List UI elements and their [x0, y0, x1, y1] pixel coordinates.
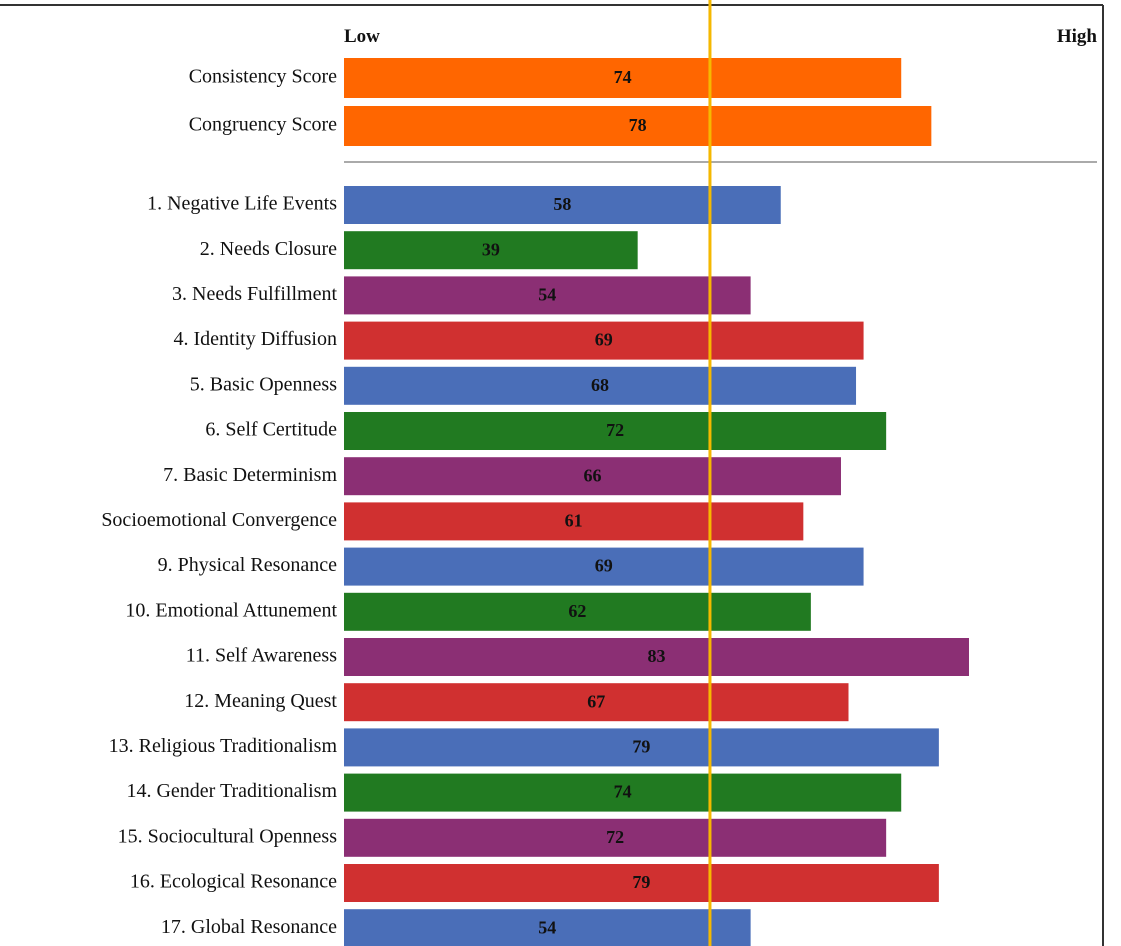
category-label: 1. Negative Life Events [147, 193, 337, 215]
category-label: 15. Sociocultural Openness [118, 825, 338, 847]
bar [344, 276, 751, 315]
category-label: 11. Self Awareness [186, 645, 337, 667]
bar [344, 58, 902, 98]
value-label: 62 [568, 601, 586, 621]
value-label: 83 [647, 646, 665, 666]
category-label: Congruency Score [189, 114, 337, 136]
bar [344, 592, 811, 631]
bar [344, 457, 841, 496]
value-label: 79 [632, 737, 650, 757]
category-label: 3. Needs Fulfillment [172, 283, 337, 305]
value-label: 69 [595, 556, 613, 576]
value-label: 74 [614, 782, 632, 802]
category-label: 14. Gender Traditionalism [126, 780, 337, 802]
category-label: 16. Ecological Resonance [130, 871, 337, 893]
bar [344, 366, 857, 405]
category-label: 2. Needs Closure [200, 238, 337, 260]
category-label: 7. Basic Determinism [163, 464, 337, 486]
bar [344, 909, 751, 946]
bar [344, 321, 864, 360]
value-label: 72 [606, 827, 624, 847]
category-label: 5. Basic Openness [190, 373, 337, 395]
bar [344, 638, 969, 676]
value-label: 72 [606, 420, 624, 440]
value-label: 67 [587, 691, 605, 711]
bar [344, 412, 887, 450]
category-label: 9. Physical Resonance [158, 554, 338, 576]
value-label: 69 [595, 330, 613, 350]
bar [344, 728, 939, 767]
bar [344, 773, 902, 812]
category-label: 6. Self Certitude [205, 419, 337, 441]
value-label: 66 [583, 465, 601, 485]
value-label: 58 [553, 194, 571, 214]
value-label: 61 [565, 511, 583, 531]
high-label: High [1057, 26, 1098, 47]
category-label: 10. Emotional Attunement [125, 599, 337, 621]
value-label: 74 [614, 67, 632, 87]
category-label: 4. Identity Diffusion [173, 328, 337, 350]
bar [344, 547, 864, 586]
category-label: 17. Global Resonance [161, 916, 337, 938]
bar [344, 818, 887, 857]
value-label: 78 [629, 115, 647, 135]
category-label: Socioemotional Convergence [101, 509, 337, 531]
low-label: Low [344, 26, 380, 47]
value-label: 54 [538, 917, 556, 937]
bar [344, 683, 849, 722]
value-label: 79 [632, 872, 650, 892]
value-label: 68 [591, 375, 609, 395]
category-label: 13. Religious Traditionalism [109, 735, 338, 757]
bar [344, 186, 781, 224]
value-label: 54 [538, 285, 556, 305]
category-label: 12. Meaning Quest [184, 690, 337, 712]
bar [344, 864, 939, 902]
category-label: Consistency Score [189, 66, 337, 88]
bar [344, 106, 932, 146]
bar [344, 231, 638, 270]
value-label: 39 [482, 239, 500, 259]
bar [344, 502, 804, 541]
